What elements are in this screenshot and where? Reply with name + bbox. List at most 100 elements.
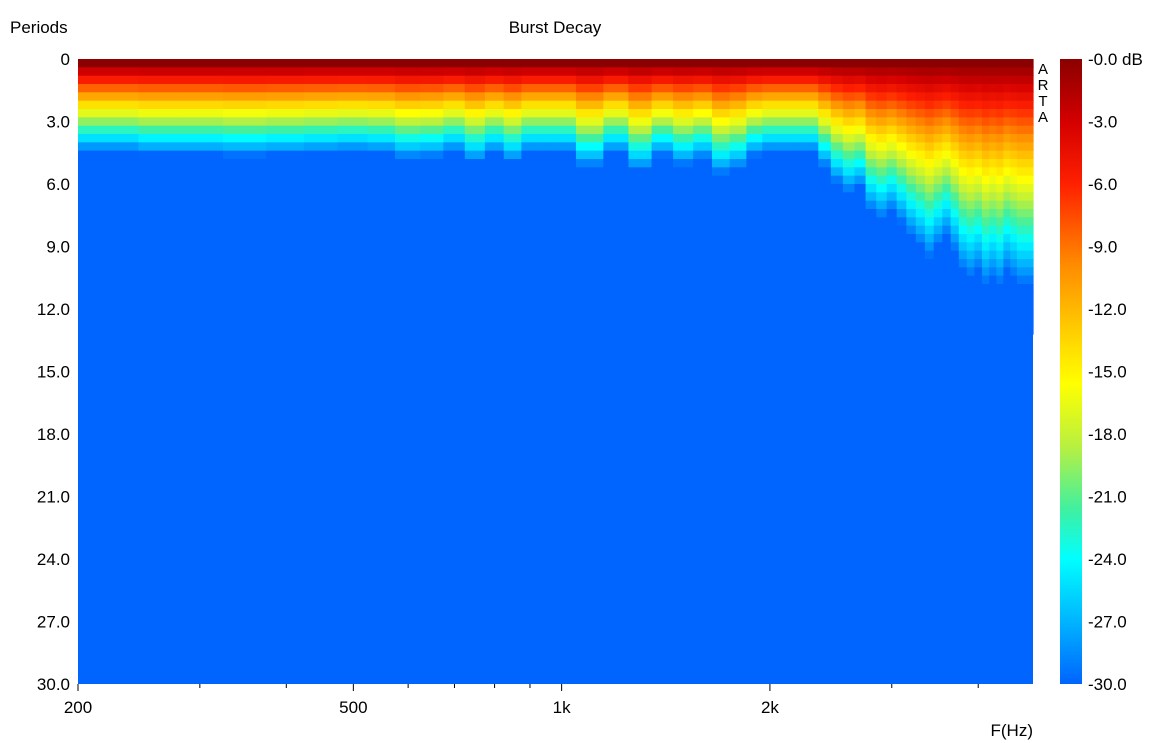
heatmap-cell	[78, 159, 100, 168]
heatmap-cell	[266, 92, 305, 102]
heatmap-cell	[950, 225, 960, 235]
heatmap-cell	[138, 125, 179, 135]
heatmap-column	[420, 59, 444, 177]
heatmap-cell	[830, 217, 844, 227]
colorbar-label: -6.0	[1088, 175, 1117, 194]
heatmap-cell	[896, 275, 907, 285]
heatmap-cell	[503, 150, 522, 160]
watermark-letter: A	[1038, 61, 1048, 78]
heatmap-column	[178, 59, 224, 177]
heatmap-cell	[1003, 75, 1011, 85]
heatmap-cell	[915, 209, 926, 218]
y-tick-label: 21.0	[37, 488, 70, 507]
heatmap-cell	[673, 100, 694, 110]
heatmap-column	[1023, 59, 1034, 335]
heatmap-cell	[464, 59, 486, 68]
heatmap-cell	[974, 309, 983, 318]
heatmap-cell	[915, 250, 926, 260]
colorbar-label: -24.0	[1088, 550, 1127, 569]
heatmap-cell	[805, 92, 819, 102]
heatmap-cell	[942, 92, 952, 102]
heatmap-cell	[876, 259, 888, 268]
heatmap-cell	[996, 259, 1004, 268]
heatmap-cell	[906, 217, 917, 227]
heatmap-column	[628, 59, 653, 193]
heatmap-cell	[996, 117, 1004, 127]
heatmap-cell	[958, 275, 968, 285]
heatmap-cell	[503, 75, 522, 85]
heatmap-cell	[1023, 67, 1034, 77]
heatmap-cell	[981, 75, 990, 85]
heatmap-cell	[78, 134, 100, 143]
heatmap-cell	[628, 75, 653, 85]
heatmap-cell	[842, 150, 856, 160]
heatmap-column	[777, 59, 793, 168]
heatmap-cell	[503, 67, 522, 77]
heatmap-cell	[876, 217, 888, 227]
heatmap-cell	[443, 159, 466, 168]
heatmap-cell	[223, 84, 267, 93]
heatmap-cell	[915, 284, 926, 293]
heatmap-cell	[575, 142, 604, 152]
heatmap-cell	[886, 267, 898, 277]
heatmap-cell	[915, 117, 926, 127]
heatmap-cell	[886, 150, 898, 160]
heatmap-cell	[974, 150, 983, 160]
heatmap-cell	[553, 84, 577, 93]
heatmap-cell	[1010, 209, 1018, 218]
heatmap-cell	[996, 125, 1004, 135]
heatmap-cell	[974, 134, 983, 143]
heatmap-cell	[1010, 317, 1018, 327]
heatmap-cell	[443, 134, 466, 143]
heatmap-cell	[1023, 250, 1034, 260]
heatmap-cell	[1010, 59, 1018, 68]
heatmap-cell	[989, 75, 998, 85]
heatmap-cell	[1016, 200, 1025, 210]
heatmap-cell	[1010, 284, 1018, 293]
heatmap-cell	[865, 117, 877, 127]
heatmap-cell	[974, 125, 983, 135]
heatmap-cell	[854, 150, 867, 160]
heatmap-cell	[711, 184, 731, 193]
heatmap-cell	[950, 167, 960, 177]
heatmap-cell	[99, 100, 140, 110]
heatmap-cell	[958, 184, 968, 193]
heatmap-cell	[553, 159, 577, 168]
heatmap-cell	[420, 75, 444, 85]
heatmap-cell	[876, 209, 888, 218]
heatmap-cell	[842, 134, 856, 143]
heatmap-cell	[303, 100, 339, 110]
heatmap-cell	[981, 84, 990, 93]
heatmap-cell	[886, 275, 898, 285]
x-tick-label: 1k	[553, 698, 571, 717]
heatmap-cell	[1010, 267, 1018, 277]
heatmap-cell	[933, 117, 943, 127]
heatmap-cell	[367, 142, 396, 152]
heatmap-cell	[906, 167, 917, 177]
heatmap-cell	[791, 142, 806, 152]
heatmap-cell	[942, 284, 952, 293]
heatmap-cell	[950, 309, 960, 318]
heatmap-cell	[1023, 259, 1034, 268]
heatmap-cell	[974, 75, 983, 85]
heatmap-cell	[603, 117, 630, 127]
heatmap-cell	[924, 259, 935, 268]
heatmap-cell	[337, 67, 369, 77]
heatmap-cell	[924, 92, 935, 102]
y-tick-label: 9.0	[46, 238, 70, 257]
heatmap-cell	[958, 84, 968, 93]
colorbar-labels: -0.0 dB -3.0 -6.0 -9.0 -12.0 -15.0 -18.0 -21.0 -…	[1088, 50, 1143, 694]
heatmap-cell	[367, 134, 396, 143]
heatmap-cell	[367, 75, 396, 85]
heatmap-cell	[981, 175, 990, 185]
heatmap-cell	[711, 92, 731, 102]
heatmap-cell	[974, 167, 983, 177]
heatmap-cell	[896, 142, 907, 152]
heatmap-cell	[693, 109, 713, 118]
heatmap-cell	[503, 117, 522, 127]
heatmap-cell	[886, 92, 898, 102]
heatmap-cell	[1023, 284, 1034, 293]
heatmap-cell	[693, 159, 713, 168]
heatmap-cell	[915, 292, 926, 302]
